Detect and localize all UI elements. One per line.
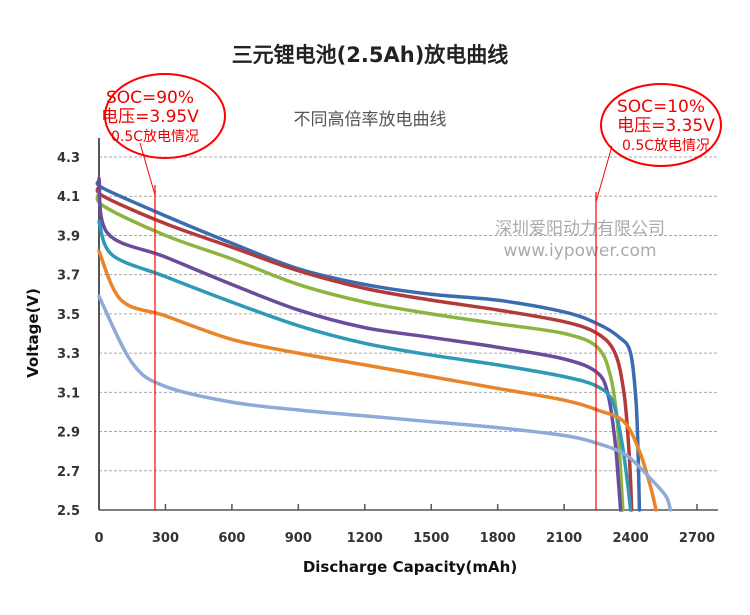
annotation-text: 电压=3.35V — [617, 116, 715, 136]
series-line-3 — [95, 190, 625, 512]
annotation-text: SOC=10% — [617, 97, 705, 117]
y-tick-label: 3.1 — [57, 386, 80, 401]
annotation-text: 电压=3.95V — [101, 107, 199, 127]
y-tick-label: 2.5 — [57, 504, 80, 519]
y-axis-label: Voltage(V) — [24, 288, 42, 378]
annotation-ellipse — [104, 73, 226, 159]
x-tick-label: 1200 — [347, 531, 383, 546]
x-tick-label: 900 — [285, 531, 312, 546]
annotation-leader — [595, 145, 613, 203]
x-tick-label: 600 — [218, 531, 245, 546]
x-tick-label: 2400 — [612, 531, 648, 546]
series-line-7 — [97, 294, 673, 512]
y-tick-label: 3.5 — [57, 308, 80, 323]
y-tick-label: 4.1 — [57, 190, 80, 205]
chart-title: 三元锂电池(2.5Ah)放电曲线 — [232, 43, 509, 67]
series-line-5 — [97, 219, 633, 512]
watermark-url: www.iypower.com — [503, 241, 656, 261]
y-tick-label: 3.9 — [57, 229, 80, 244]
annotation-text: 0.5C放电情况 — [111, 129, 199, 145]
y-tick-label: 3.3 — [57, 347, 80, 362]
annotation-text: SOC=90% — [106, 88, 194, 108]
x-tick-label: 300 — [152, 531, 179, 546]
x-tick-label: 2100 — [546, 531, 582, 546]
x-tick-label: 0 — [94, 531, 103, 546]
annotation-ellipse — [600, 83, 722, 167]
y-tick-label: 2.9 — [57, 426, 80, 441]
watermark-company: 深圳爱阳动力有限公司 — [495, 219, 665, 239]
annotation-leader — [139, 142, 156, 196]
annotation-text: 0.5C放电情况 — [622, 138, 710, 154]
x-tick-label: 2700 — [679, 531, 715, 546]
series-line-2 — [95, 184, 634, 512]
series-line-4 — [97, 176, 623, 512]
series-line-1 — [95, 178, 642, 512]
x-tick-label: 1800 — [480, 531, 516, 546]
series-line-6 — [97, 249, 658, 512]
y-tick-label: 2.7 — [57, 465, 80, 480]
y-tick-label: 3.7 — [57, 269, 80, 284]
chart-subtitle: 不同高倍率放电曲线 — [294, 110, 447, 130]
x-axis-label: Discharge Capacity(mAh) — [303, 558, 517, 576]
x-tick-label: 1500 — [413, 531, 449, 546]
y-tick-label: 4.3 — [57, 151, 80, 166]
